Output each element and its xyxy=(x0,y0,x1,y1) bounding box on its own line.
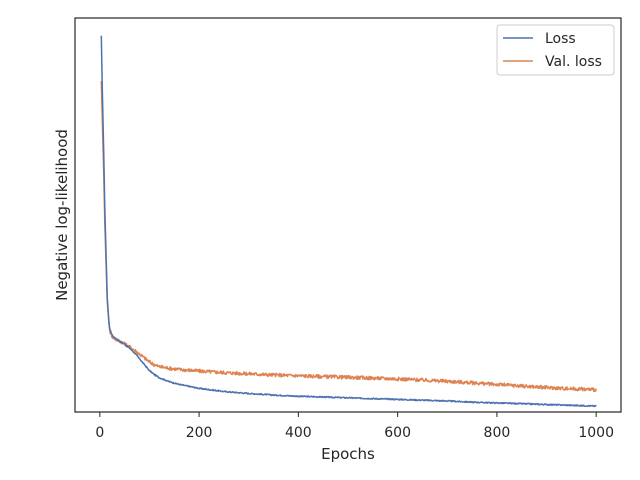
x-tick-label: 200 xyxy=(186,425,213,441)
x-tick-label: 400 xyxy=(285,425,312,441)
plot-frame xyxy=(74,17,622,413)
y-axis-label: Negative log-likelihood xyxy=(53,129,71,301)
series-line-val-loss xyxy=(100,81,597,392)
x-tick-label: 600 xyxy=(384,425,411,441)
series-layer xyxy=(100,35,597,408)
x-axis-label: Epochs xyxy=(321,445,375,463)
x-tick-label: 1000 xyxy=(578,425,614,441)
x-tick-label: 0 xyxy=(95,425,104,441)
axis-ticks: 0 200 400 600 800 1000 xyxy=(95,412,614,441)
legend-label-val-loss: Val. loss xyxy=(545,54,602,70)
x-tick-label: 800 xyxy=(484,425,511,441)
legend-label-loss: Loss xyxy=(545,31,576,47)
series-line-loss xyxy=(100,35,597,408)
legend: Loss Val. loss xyxy=(496,24,615,76)
